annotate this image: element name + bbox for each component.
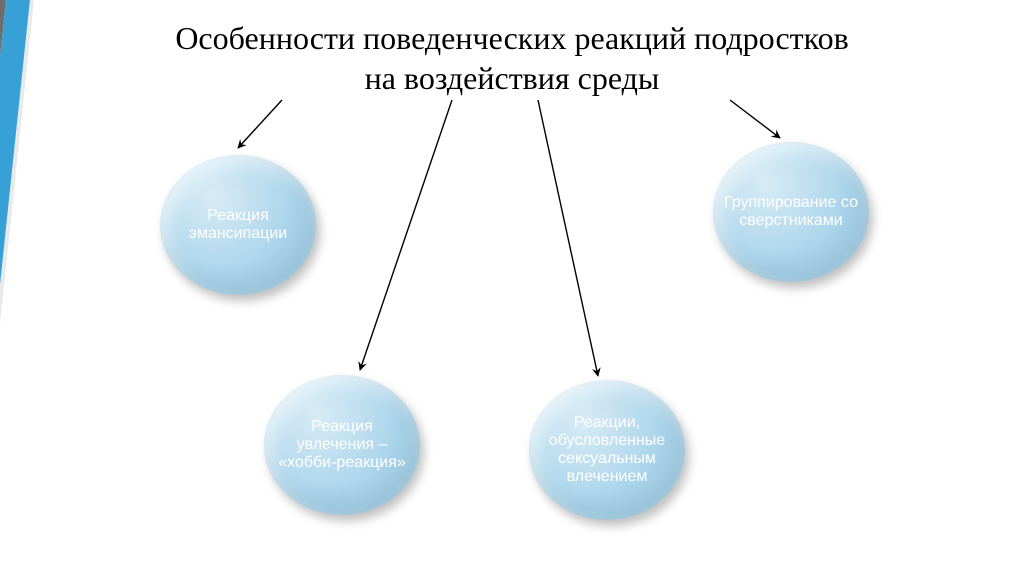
title-line-2: на воздействия среды bbox=[365, 60, 660, 96]
bubble-label: Реакции, обусловленные сексуальным влече… bbox=[539, 414, 675, 486]
bubble-grouping: Группирование со сверстниками bbox=[713, 142, 869, 282]
bubble-sexual: Реакции, обусловленные сексуальным влече… bbox=[529, 380, 685, 520]
slide: Особенности поведенческих реакций подрос… bbox=[0, 0, 1024, 574]
bubble-label: Реакция эмансипации bbox=[189, 207, 287, 243]
bubble-label: Реакция увлечения – «хобби-реакция» bbox=[274, 418, 410, 472]
title-line-1: Особенности поведенческих реакций подрос… bbox=[175, 20, 848, 56]
bubble-label: Группирование со сверстниками bbox=[723, 194, 859, 230]
bubble-hobby: Реакция увлечения – «хобби-реакция» bbox=[264, 375, 420, 515]
slide-title: Особенности поведенческих реакций подрос… bbox=[0, 18, 1024, 98]
bubble-emancipation: Реакция эмансипации bbox=[160, 155, 316, 295]
